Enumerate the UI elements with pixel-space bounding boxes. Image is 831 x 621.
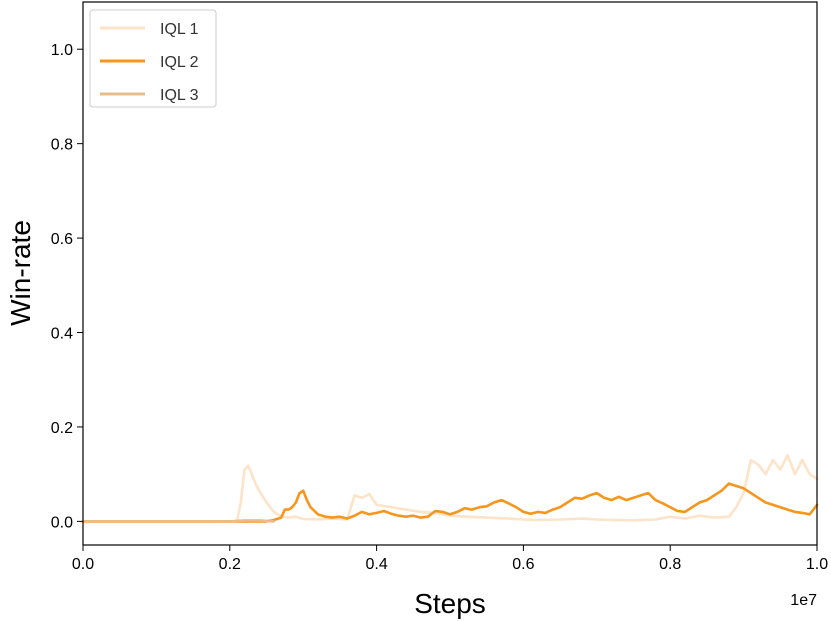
y-tick-label: 0.2 — [51, 420, 73, 437]
legend-label-3: IQL 3 — [160, 87, 199, 104]
y-tick-label: 0.6 — [51, 231, 73, 248]
x-tick-label: 0.2 — [219, 556, 241, 573]
x-axis-offset-label: 1e7 — [790, 592, 817, 609]
series-line-2 — [81, 482, 819, 523]
plot-frame — [82, 1, 818, 546]
axes: 0.0 0.2 0.4 0.6 0.8 1.0 0.0 0.2 0.4 0.6 0.8 1.0 — [51, 1, 828, 573]
y-tick-label: 0.0 — [51, 514, 73, 531]
y-tick-label: 0.4 — [51, 326, 73, 343]
legend-label-2: IQL 2 — [160, 54, 199, 71]
plot-area — [81, 454, 819, 523]
legend: IQL 1 IQL 2 IQL 3 — [89, 9, 217, 108]
legend-label-1: IQL 1 — [160, 21, 199, 38]
legend-box — [89, 9, 217, 108]
x-tick-label: 0.0 — [72, 556, 94, 573]
y-axis-title: Win-rate — [5, 220, 36, 326]
series-line-3 — [81, 519, 276, 523]
x-tick-label: 0.4 — [365, 556, 387, 573]
x-tick-label: 0.8 — [659, 556, 681, 573]
x-axis-title: Steps — [414, 588, 486, 619]
y-tick-label: 0.8 — [51, 137, 73, 154]
x-tick-label: 0.6 — [512, 556, 534, 573]
series-line-1 — [81, 454, 819, 523]
y-tick-label: 1.0 — [51, 42, 73, 59]
x-tick-label: 1.0 — [806, 556, 828, 573]
